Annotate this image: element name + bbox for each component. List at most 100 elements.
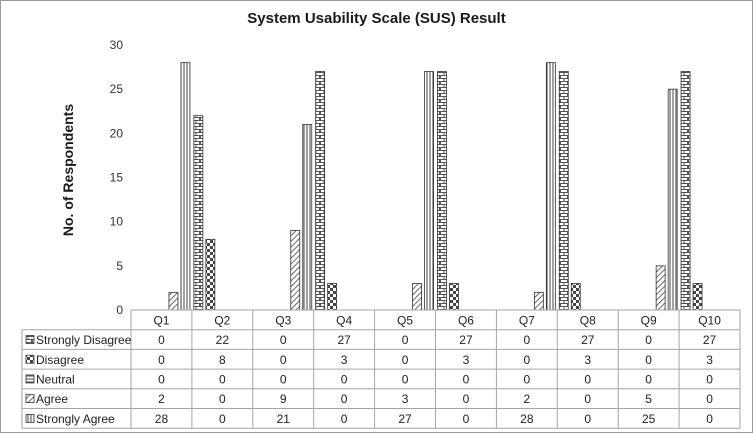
table-cell-value: 0: [158, 353, 165, 367]
bar: [570, 283, 581, 311]
category-label: Q1: [153, 313, 169, 327]
table-cell-value: 0: [645, 372, 652, 386]
series-disagree: [205, 238, 703, 311]
table-cell-value: 0: [463, 392, 470, 406]
table-cell-value: 0: [463, 372, 470, 386]
table-cell-value: 0: [280, 353, 287, 367]
bar: [558, 71, 569, 311]
bar: [437, 71, 447, 311]
table-cell-value: 0: [280, 333, 287, 347]
table-cell-value: 0: [280, 372, 287, 386]
table-cell-value: 0: [219, 392, 226, 406]
table-cell-value: 0: [158, 372, 165, 386]
y-tick-label: 5: [116, 259, 123, 273]
bar: [180, 62, 191, 311]
bar: [302, 124, 313, 311]
category-label: Q2: [214, 313, 230, 327]
table-cell-value: 0: [402, 353, 409, 367]
bar: [655, 265, 666, 311]
y-axis: 0 5 10 15 20 25 30: [110, 38, 124, 317]
table-cell-value: 5: [645, 392, 652, 406]
table-cell-value: 0: [402, 333, 409, 347]
bar: [545, 62, 556, 311]
y-tick-label: 20: [110, 126, 124, 140]
y-tick-label: 30: [110, 38, 124, 52]
table-cell-value: 0: [463, 412, 470, 426]
table-cell-value: 0: [524, 353, 531, 367]
bar: [533, 291, 544, 311]
table-cell-value: 0: [524, 372, 531, 386]
table-cell-value: 8: [219, 353, 226, 367]
table-cell-value: 3: [341, 353, 348, 367]
table-cell-value: 0: [341, 372, 348, 386]
legend-swatch: [25, 335, 35, 344]
bar: [667, 88, 678, 311]
bar: [168, 291, 179, 311]
table-cell-value: 0: [645, 333, 652, 347]
table-cell-value: 0: [584, 392, 591, 406]
table-cell-value: 27: [581, 333, 595, 347]
category-label: Q7: [519, 313, 535, 327]
category-label: Q4: [336, 313, 352, 327]
y-tick-label: 15: [110, 171, 124, 185]
table-cell-value: 21: [277, 412, 291, 426]
legend-swatch: [25, 354, 35, 364]
table-cell-value: 25: [642, 412, 656, 426]
table-cell-value: 28: [155, 412, 169, 426]
bar: [449, 283, 459, 311]
legend-swatch: [25, 413, 35, 423]
bars: [168, 62, 703, 311]
bar: [327, 283, 338, 311]
chart-title: System Usability Scale (SUS) Result: [247, 10, 506, 27]
category-label: Q9: [641, 313, 657, 327]
legend-label: Strongly Disagree: [36, 333, 132, 347]
y-tick-label: 25: [110, 82, 124, 96]
table-cell-value: 3: [706, 353, 713, 367]
bar: [193, 115, 204, 311]
table-cell-value: 0: [158, 333, 165, 347]
table-cell-value: 27: [703, 333, 717, 347]
table-cell-value: 3: [402, 392, 409, 406]
table-cell-value: 27: [337, 333, 351, 347]
table-cell-value: 0: [402, 372, 409, 386]
bar: [205, 238, 216, 311]
bar: [412, 283, 422, 311]
table-cell-value: 2: [524, 392, 531, 406]
table-cell-value: 9: [280, 392, 287, 406]
series-strongly-agree: [180, 62, 678, 311]
table-cell-value: 27: [459, 333, 473, 347]
category-label: Q10: [698, 313, 721, 327]
table-cell-value: 0: [584, 412, 591, 426]
table-cell-value: 0: [341, 412, 348, 426]
bar: [315, 71, 326, 311]
series-agree: [168, 230, 666, 311]
table-cell-value: 0: [219, 372, 226, 386]
legend-label: Neutral: [36, 372, 75, 386]
category-label: Q5: [397, 313, 413, 327]
table-cell-value: 2: [158, 392, 165, 406]
table-cell-value: 0: [584, 372, 591, 386]
legend-label: Agree: [36, 392, 68, 406]
table-cell-value: 28: [520, 412, 534, 426]
table-cell-value: 3: [584, 353, 591, 367]
table-cell-value: 0: [645, 353, 652, 367]
y-tick-label: 0: [116, 303, 123, 317]
table-cell-value: 0: [706, 372, 713, 386]
bar: [680, 71, 691, 311]
table-cell-value: 27: [398, 412, 412, 426]
bar: [290, 230, 301, 311]
table-cell-value: 0: [706, 392, 713, 406]
legend-label: Strongly Agree: [36, 412, 115, 426]
table-cell-value: 22: [216, 333, 230, 347]
y-tick-label: 10: [110, 215, 124, 229]
legend-swatch: [25, 374, 35, 384]
data-table: Q1 Q2 Q3 Q4 Q5 Q6 Q7 Q8 Q9 Q10 Strongly Disagree 0 2…: [21, 309, 741, 429]
legend-label: Disagree: [36, 353, 84, 367]
category-label: Q6: [458, 313, 474, 327]
table-cell-value: 0: [219, 412, 226, 426]
table-cell-value: 0: [341, 392, 348, 406]
table-cell-value: 0: [524, 333, 531, 347]
table-cell-value: 0: [706, 412, 713, 426]
bar: [424, 71, 434, 311]
